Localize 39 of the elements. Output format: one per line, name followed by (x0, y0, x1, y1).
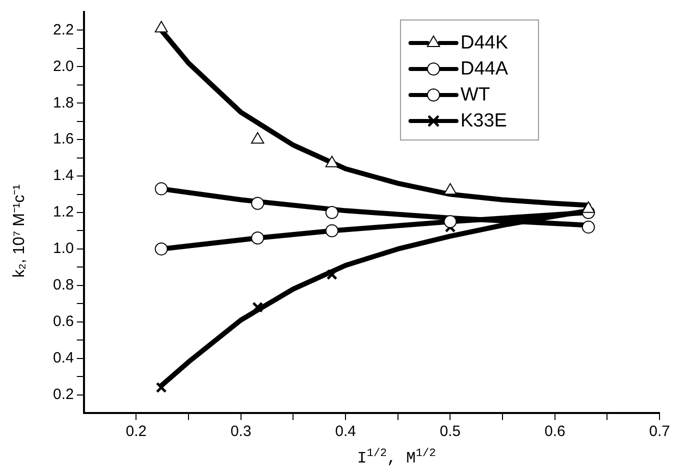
point (154, 182, 168, 196)
point (444, 215, 457, 228)
point (325, 156, 338, 168)
point (325, 224, 338, 238)
y-tick-label: 1.2 (52, 204, 74, 221)
x-tick-label: 0.5 (440, 423, 461, 440)
x-tick-label: 0.6 (544, 423, 566, 440)
point (251, 196, 264, 210)
y-axis-title: k₂, 10⁷ M⁻¹c⁻¹ (10, 183, 29, 280)
point (582, 201, 595, 213)
point (326, 268, 338, 280)
y-tick-label: 1.4 (52, 167, 74, 184)
y-tick-label: 2.0 (52, 58, 74, 75)
point (156, 382, 167, 393)
y-tick-label: 0.4 (52, 349, 74, 366)
point (251, 132, 264, 144)
point (251, 232, 264, 245)
point (582, 220, 595, 234)
x-tick-label: 0.3 (230, 423, 252, 440)
x-axis-title: I$^{1/2}$, M$^{1/2}$ (356, 448, 437, 468)
y-tick-label: 0.6 (52, 313, 74, 330)
x-tick-label: 0.4 (335, 423, 356, 440)
legend-label: WT (460, 84, 490, 106)
point (444, 183, 457, 195)
point (154, 242, 168, 256)
y-tick-label: 1.0 (52, 240, 74, 258)
y-tick-label: 1.6 (52, 130, 74, 148)
point (325, 206, 338, 219)
x-tick-label: 0.2 (126, 423, 147, 440)
y-tick-label: 2.2 (52, 21, 74, 38)
legend-label: K33E (460, 110, 507, 132)
x-tick-label: 0.7 (649, 423, 670, 440)
y-tick-label: 0.2 (52, 386, 74, 403)
point (154, 20, 168, 32)
y-tick-label: 0.8 (52, 276, 74, 294)
y-tick-label: 1.8 (52, 94, 74, 112)
legend-label: D44K (460, 32, 508, 54)
point (252, 302, 264, 313)
legend-label: D44A (460, 58, 508, 80)
